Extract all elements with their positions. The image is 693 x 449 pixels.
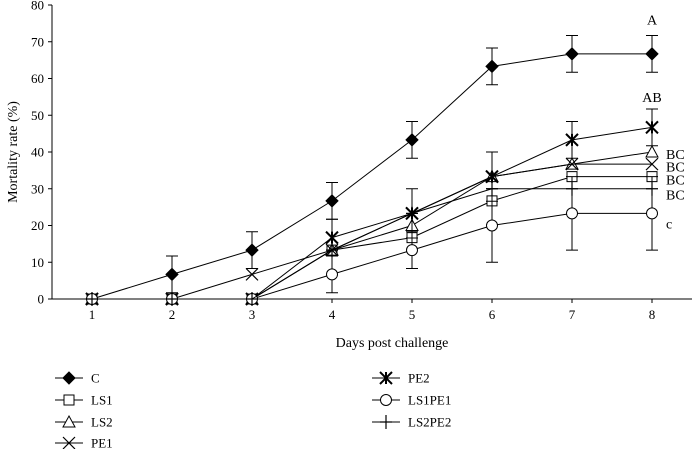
data-point-plus — [166, 292, 178, 306]
data-point-plus — [486, 181, 498, 196]
chart-series — [85, 35, 659, 306]
data-point-star — [485, 169, 499, 184]
data-point-diamond-filled — [245, 243, 259, 257]
chart-legend: C LS1 LS2 PE1 PE2 LS1PE1 LS2PE2 — [55, 371, 451, 449]
data-point-diamond-filled — [565, 47, 579, 61]
data-point-triangle-open — [62, 414, 76, 428]
data-point-circle-open — [566, 207, 578, 220]
data-point-diamond-filled — [485, 59, 499, 74]
x-tick-label: 7 — [569, 307, 576, 322]
y-tick-label: 70 — [31, 34, 44, 49]
data-point-plus — [380, 415, 392, 429]
data-point-diamond-filled — [405, 133, 419, 147]
data-point-star — [379, 371, 393, 385]
significance-label: BC — [666, 148, 685, 163]
data-point-square-open — [63, 394, 75, 406]
y-tick-label: 10 — [31, 255, 44, 270]
legend-item-ls1: LS1 — [55, 393, 113, 408]
legend-item-c: C — [55, 371, 100, 386]
chart-axes: 0 10 20 30 40 50 60 70 80 1 2 3 4 5 6 7 8 Days post chall… — [6, 0, 692, 351]
y-tick-label: 30 — [31, 181, 44, 196]
x-tick-label: 4 — [329, 307, 336, 322]
x-tick-label: 8 — [649, 307, 656, 322]
x-tick-label: 1 — [89, 307, 96, 322]
legend-item-ls1pe1: LS1PE1 — [372, 393, 451, 408]
y-tick-label: 40 — [31, 145, 44, 160]
significance-label: BC — [666, 161, 685, 176]
data-point-triangle-open — [645, 144, 659, 158]
significance-label: A — [647, 14, 658, 29]
data-point-plus — [646, 181, 658, 196]
legend-label: PE1 — [91, 436, 113, 449]
y-tick-label: 0 — [38, 292, 45, 307]
y-tick-label: 20 — [31, 218, 44, 233]
y-axis-title: Mortality rate (%) — [6, 101, 21, 203]
legend-label: LS1PE1 — [408, 393, 451, 408]
series-ls1pe1 — [86, 176, 658, 305]
data-point-diamond-filled — [325, 194, 339, 208]
y-tick-label: 60 — [31, 71, 44, 86]
legend-item-ls2: LS2 — [55, 415, 113, 430]
x-tick-label: 2 — [169, 307, 176, 322]
data-point-x — [565, 157, 579, 171]
significance-label: BC — [666, 174, 685, 189]
data-point-star — [565, 133, 579, 147]
data-point-circle-open — [380, 394, 392, 406]
data-point-x — [645, 157, 659, 171]
data-point-diamond-filled — [165, 267, 179, 282]
legend-label: C — [91, 371, 100, 386]
legend-label: PE2 — [408, 371, 430, 386]
data-point-circle-open — [406, 244, 418, 257]
data-point-circle-open — [486, 219, 498, 232]
data-point-x — [245, 267, 259, 281]
data-point-circle-open — [646, 207, 658, 220]
y-tick-label: 50 — [31, 108, 44, 123]
data-point-plus — [566, 181, 578, 196]
data-point-star — [645, 120, 659, 135]
data-point-plus — [326, 243, 338, 258]
legend-item-pe1: PE1 — [55, 436, 113, 449]
data-point-plus — [86, 292, 98, 306]
legend-label: LS2PE2 — [408, 415, 451, 430]
data-point-plus — [406, 206, 418, 221]
data-point-x — [62, 436, 76, 449]
legend-item-pe2: PE2 — [372, 371, 430, 386]
legend-item-ls2pe2: LS2PE2 — [372, 415, 451, 430]
x-tick-label: 5 — [409, 307, 416, 322]
series-ls2pe2 — [86, 181, 658, 306]
x-axis-title: Days post challenge — [336, 336, 449, 351]
series-line-c — [91, 53, 652, 300]
legend-label: LS2 — [91, 415, 113, 430]
data-point-circle-open — [326, 268, 338, 281]
x-tick-label: 3 — [249, 307, 256, 322]
significance-label: c — [666, 218, 672, 233]
data-point-plus — [246, 292, 258, 306]
y-tick-label: 80 — [31, 0, 44, 13]
data-point-star — [325, 230, 339, 245]
significance-label: BC — [666, 188, 685, 203]
significance-label: AB — [642, 91, 661, 106]
legend-label: LS1 — [91, 393, 113, 408]
series-c — [85, 35, 659, 306]
series-line-ls2pe2 — [92, 188, 652, 300]
data-point-diamond-filled — [645, 47, 659, 61]
data-point-diamond-filled — [62, 371, 76, 385]
x-tick-label: 6 — [489, 307, 496, 322]
